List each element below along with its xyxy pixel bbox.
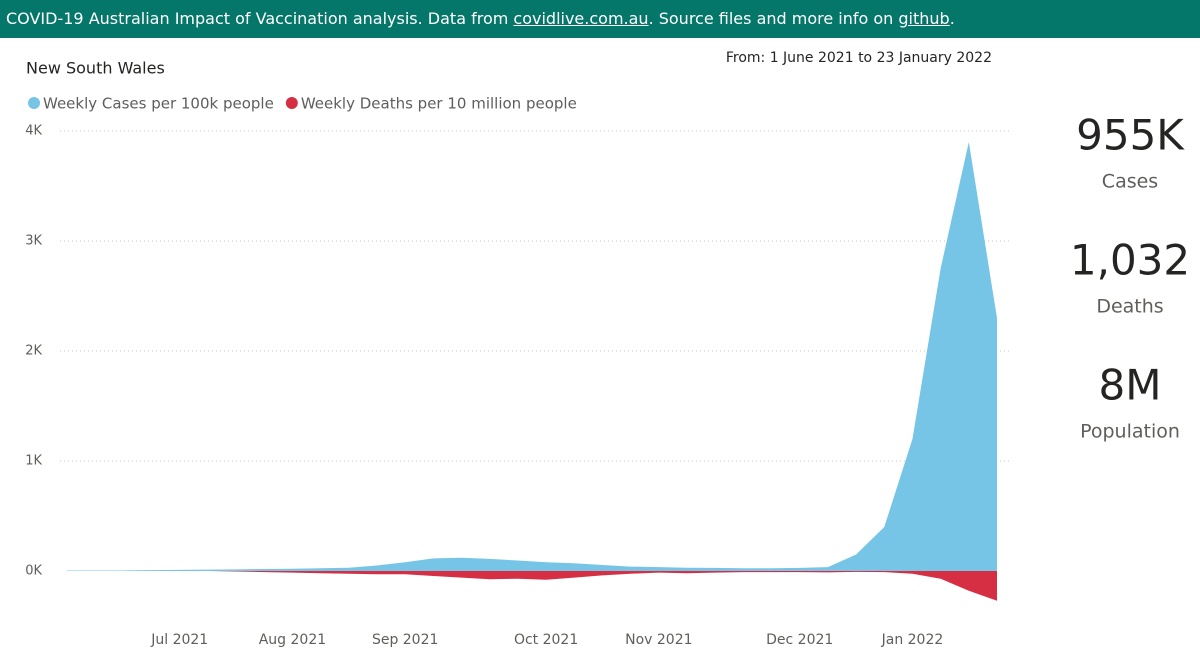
y-tick-label: 2K bbox=[25, 344, 42, 359]
kpi-label: Deaths bbox=[1096, 296, 1163, 318]
banner: COVID-19 Australian Impact of Vaccinatio… bbox=[0, 0, 1200, 38]
x-tick-label: Nov 2021 bbox=[625, 632, 692, 648]
y-tick-label: 0K bbox=[25, 564, 42, 579]
y-tick-label: 1K bbox=[25, 454, 42, 469]
kpi-value: 1,032 bbox=[1070, 236, 1190, 285]
legend-marker bbox=[28, 97, 40, 109]
banner-text: COVID-19 Australian Impact of Vaccinatio… bbox=[6, 9, 514, 28]
legend-label: Weekly Cases per 100k people bbox=[43, 95, 274, 113]
area bbox=[67, 142, 997, 571]
kpi-value: 8M bbox=[1099, 361, 1162, 410]
kpi-label: Population bbox=[1080, 421, 1180, 443]
link[interactable]: github bbox=[898, 9, 950, 28]
chart: New South Wales From: 1 June 2021 to 23 … bbox=[25, 50, 1190, 648]
x-tick-label: Dec 2021 bbox=[766, 632, 833, 648]
x-tick-label: Oct 2021 bbox=[514, 632, 578, 648]
date-range: From: 1 June 2021 to 23 January 2022 bbox=[726, 50, 992, 66]
kpi-value: 955K bbox=[1076, 111, 1185, 160]
y-tick-label: 4K bbox=[25, 124, 42, 139]
x-tick-label: Jan 2022 bbox=[881, 632, 944, 648]
area bbox=[67, 571, 997, 601]
banner-text: . bbox=[949, 9, 955, 28]
y-tick-label: 3K bbox=[25, 234, 42, 249]
link[interactable]: covidlive.com.au bbox=[513, 9, 649, 28]
legend-label: Weekly Deaths per 10 million people bbox=[301, 95, 577, 113]
x-tick-label: Jul 2021 bbox=[150, 632, 208, 648]
x-tick-label: Sep 2021 bbox=[372, 632, 438, 648]
chart-subtitle: New South Wales bbox=[26, 59, 165, 78]
banner-text: . Source files and more info on bbox=[648, 9, 899, 28]
x-tick-label: Aug 2021 bbox=[259, 632, 326, 648]
kpi-label: Cases bbox=[1102, 171, 1158, 193]
legend-marker bbox=[285, 97, 298, 109]
